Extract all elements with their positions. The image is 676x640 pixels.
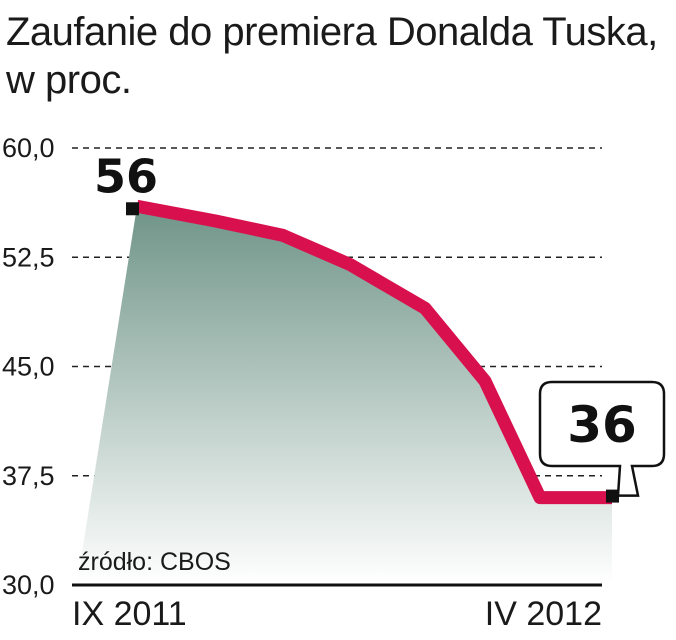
area-fill	[77, 206, 612, 584]
series-line	[135, 199, 612, 505]
start-point-marker	[126, 202, 139, 216]
start-value-label: 56	[94, 149, 158, 203]
y-tick-label: 37,5	[2, 461, 55, 491]
source-note: źródło: CBOS	[78, 548, 231, 576]
y-tick-label: 30,0	[2, 570, 55, 600]
x-label-start: IX 2011	[72, 595, 187, 633]
end-point-marker	[606, 489, 619, 503]
chart-subtitle: w proc.	[6, 58, 132, 102]
end-value-callout	[538, 380, 666, 497]
chart-title: Zaufanie do premiera Donalda Tuska,	[6, 10, 658, 54]
end-value-label: 36	[567, 396, 637, 454]
y-axis-ticks: 60,0 52,5 45,0 37,5 30,0	[2, 133, 55, 600]
y-tick-label: 45,0	[2, 352, 55, 382]
y-tick-label: 52,5	[2, 242, 55, 272]
chart-title-block: Zaufanie do premiera Donalda Tuska, w pr…	[6, 8, 658, 104]
x-label-end: IV 2012	[485, 595, 602, 633]
y-tick-label: 60,0	[2, 133, 55, 163]
